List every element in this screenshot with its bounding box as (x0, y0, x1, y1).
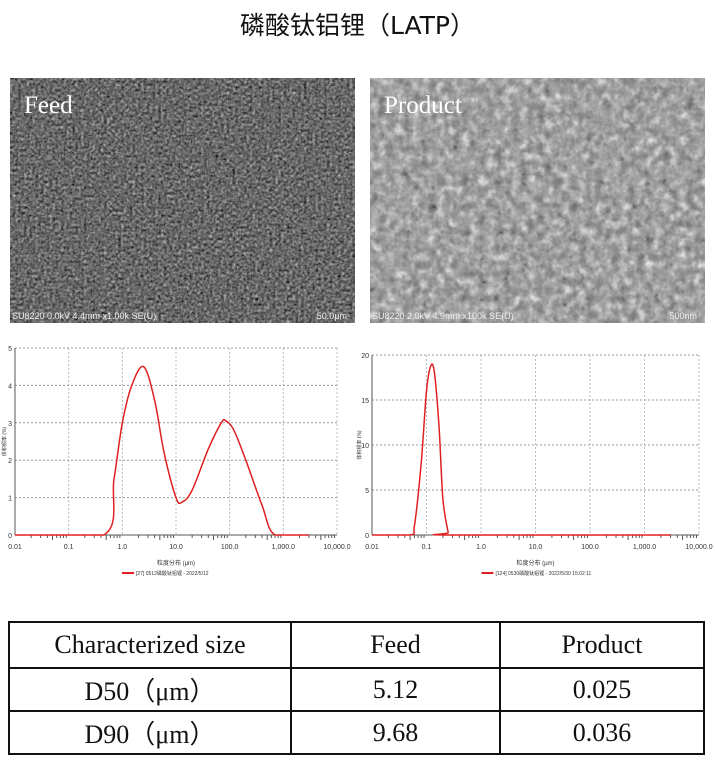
x-tick-label: 10.0 (169, 544, 183, 551)
x-tick-label: 0.1 (64, 544, 74, 551)
x-tick-label: 0.1 (422, 544, 432, 551)
distribution-curve (15, 365, 309, 536)
x-tick-label: 0.01 (8, 544, 22, 551)
y-axis-label: 体积频率 (%) (1, 427, 8, 457)
sem-image-product: Product SU8220 2.0kV 4.9mm x100k SE(U) 5… (370, 78, 705, 323)
table-header-row: Characterized size Feed Product (8, 621, 705, 669)
table-cell: D90（μm） (8, 710, 292, 755)
x-tick-label: 1,000.0 (272, 544, 295, 551)
sem-image-feed: Feed SU8220 0.0kV 4.4mm x1.00k SE(U) 50.… (10, 78, 355, 323)
x-tick-label: 10.0 (529, 544, 543, 551)
sem-label: Product (384, 92, 462, 119)
product-size-distribution-chart: 0.01 0.1 1.0 10.0 100.0 1,000.0 10,000.0 0 5 10 15… (356, 353, 713, 577)
sem-info: SU8220 2.0kV 4.9mm x100k SE(U) (372, 311, 514, 321)
x-tick-label: 10,000.0 (685, 544, 712, 551)
table-row: D90（μm） 9.68 0.036 (8, 710, 705, 755)
distribution-curve (372, 363, 671, 536)
x-tick-label: 10,000.0 (323, 544, 350, 551)
sem-scale: 500nm (669, 311, 697, 321)
table-cell: 0.025 (499, 667, 705, 712)
y-tick-label: 10 (361, 443, 369, 450)
y-tick-label: 2 (8, 458, 12, 465)
x-tick-label: 100.0 (221, 544, 239, 551)
sem-label: Feed (24, 92, 73, 119)
x-axis-label: 粒度分布 (μm) (157, 559, 195, 567)
feed-size-distribution-chart: 0.01 0.1 1.0 10.0 100.0 1,000.0 10,000.0 0 1 2 3 4 5… (1, 346, 351, 577)
header-cell: Characterized size (8, 621, 292, 669)
page-title: 磷酸钛铝锂（LATP） (239, 11, 475, 40)
sem-scale: 50.0μm (316, 311, 347, 321)
legend-label: [124] 0530磷酸钛铝锂 - 2022/5/30 15:02:11 (496, 570, 592, 577)
table-row: D50（μm） 5.12 0.025 (8, 667, 705, 712)
table-cell: D50（μm） (8, 667, 292, 712)
size-table: Characterized size Feed Product D50（μm） … (8, 621, 705, 755)
x-tick-label: 100.0 (581, 544, 599, 551)
y-tick-label: 0 (8, 533, 12, 540)
legend-label: [27] 0512磷酸钛铝锂 - 2022/5/12 (136, 570, 209, 577)
header-cell: Feed (290, 621, 501, 669)
y-tick-label: 20 (361, 353, 369, 360)
y-tick-label: 0 (365, 533, 369, 540)
y-tick-label: 3 (8, 421, 12, 428)
sem-texture (370, 78, 705, 323)
x-tick-label: 1,000.0 (633, 544, 656, 551)
sem-texture (10, 78, 355, 323)
sem-info: SU8220 0.0kV 4.4mm x1.00k SE(U) (12, 311, 157, 321)
x-tick-label: 1.0 (117, 544, 127, 551)
header-cell: Product (499, 621, 705, 669)
y-tick-label: 4 (8, 383, 12, 390)
x-tick-label: 0.01 (365, 544, 379, 551)
y-tick-label: 1 (8, 496, 12, 503)
table-cell: 9.68 (290, 710, 501, 755)
y-tick-label: 15 (361, 398, 369, 405)
x-tick-label: 1.0 (476, 544, 486, 551)
x-axis-label: 粒度分布 (μm) (516, 559, 554, 567)
y-tick-label: 5 (8, 346, 12, 353)
y-tick-label: 5 (365, 488, 369, 495)
table-cell: 5.12 (290, 667, 501, 712)
table-cell: 0.036 (499, 710, 705, 755)
y-axis-label: 体积频率 (%) (356, 430, 363, 460)
